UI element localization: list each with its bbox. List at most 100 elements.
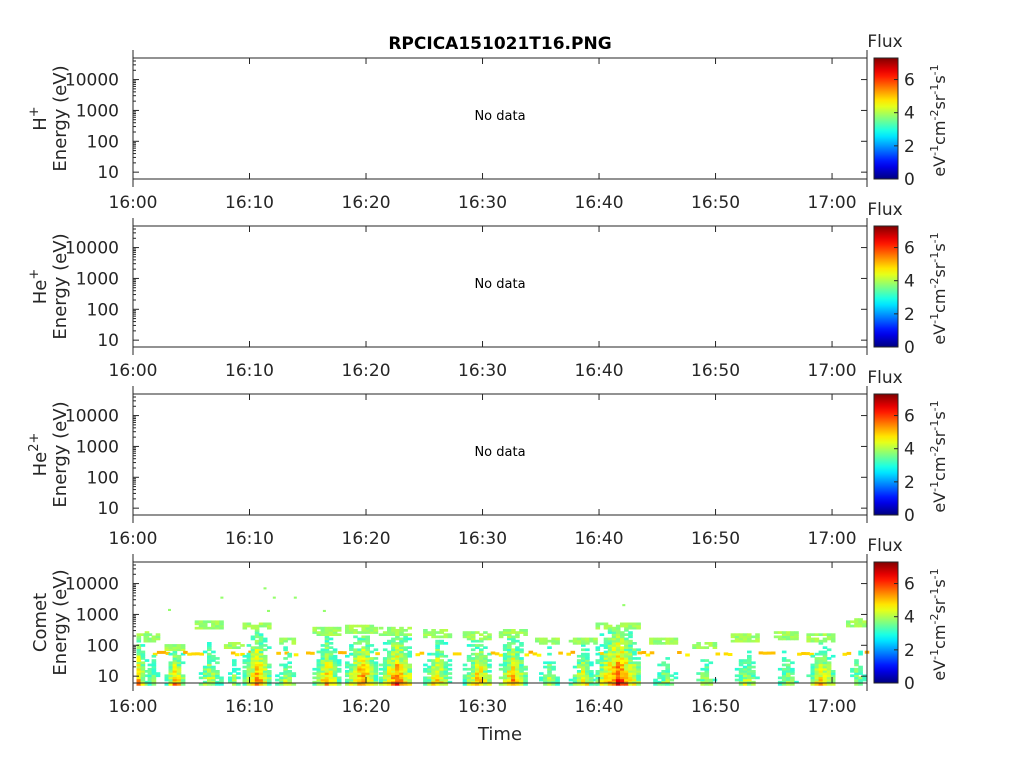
- heatmap-cell: [603, 639, 609, 643]
- heatmap-cell: [207, 667, 212, 671]
- heatmap-cell: [466, 644, 472, 647]
- heatmap-cell: [387, 631, 392, 634]
- heatmap-cell: [332, 667, 338, 671]
- heatmap-cell: [435, 674, 440, 678]
- heatmap-cell: [661, 674, 666, 678]
- heatmap-cell: [423, 680, 428, 684]
- heatmap-cell: [180, 644, 186, 647]
- heatmap-cell: [615, 648, 621, 652]
- heatmap-cell: [452, 652, 458, 656]
- heatmap-cell: [479, 683, 484, 686]
- heatmap-cell: [151, 665, 157, 669]
- x-tick-label: 17:00: [808, 529, 857, 549]
- colorbar-tick-label: 6: [904, 71, 915, 91]
- heatmap-cell: [387, 639, 392, 643]
- heatmap-cell: [151, 654, 157, 658]
- heatmap-cell: [826, 678, 832, 682]
- heatmap-cell: [738, 683, 744, 686]
- heatmap-cell: [632, 657, 637, 660]
- heatmap-cell: [607, 659, 613, 662]
- heatmap-cell: [854, 670, 859, 673]
- heatmap-cell: [151, 663, 157, 667]
- heatmap-cell: [515, 633, 520, 636]
- heatmap-cell: [353, 642, 358, 645]
- heatmap-cell: [373, 629, 379, 632]
- heatmap-cell: [322, 609, 326, 612]
- heatmap-cell: [615, 667, 621, 671]
- heatmap-cell: [628, 635, 633, 639]
- heatmap-cell: [283, 667, 288, 671]
- heatmap-cell: [466, 672, 472, 675]
- heatmap-cell: [324, 648, 330, 652]
- heatmap-cell: [443, 633, 449, 636]
- heatmap-cell: [353, 631, 358, 634]
- heatmap-cell: [172, 676, 178, 680]
- heatmap-cell: [140, 683, 146, 686]
- heatmap-cell: [324, 674, 330, 678]
- heatmap-cell: [287, 683, 292, 686]
- heatmap-cell: [669, 678, 675, 682]
- heatmap-cell: [624, 678, 629, 682]
- heatmap-cell: [822, 674, 828, 678]
- heatmap-cell: [502, 633, 508, 636]
- heatmap-cell: [589, 676, 594, 680]
- heatmap-cell: [236, 642, 241, 645]
- heatmap-cell: [620, 657, 625, 660]
- heatmap-cell: [801, 652, 806, 655]
- heatmap-cell: [628, 648, 633, 652]
- heatmap-cell: [439, 683, 444, 686]
- heatmap-cell: [810, 676, 816, 680]
- heatmap-cell: [747, 657, 752, 660]
- heatmap-cell: [136, 659, 142, 662]
- heatmap-cell: [790, 635, 795, 639]
- heatmap-cell: [328, 667, 334, 671]
- heatmap-cell: [515, 648, 520, 652]
- heatmap-cell: [502, 665, 508, 669]
- heatmap-cell: [858, 652, 863, 656]
- heatmap-cell: [738, 676, 744, 680]
- heatmap-cell: [547, 639, 552, 643]
- heatmap-cell: [180, 676, 186, 680]
- heatmap-cell: [140, 663, 146, 667]
- heatmap-cell: [483, 665, 488, 669]
- heatmap-cell: [207, 663, 212, 667]
- heatmap-cell: [378, 663, 384, 667]
- heatmap-cell: [316, 680, 322, 684]
- heatmap-cell: [246, 672, 252, 675]
- heatmap-cell: [232, 674, 237, 678]
- heatmap-cell: [375, 652, 380, 656]
- heatmap-cell: [136, 648, 142, 652]
- heatmap-cell: [661, 663, 666, 667]
- heatmap-cell: [258, 633, 264, 636]
- heatmap-cell: [435, 672, 440, 675]
- heatmap-cell: [781, 659, 787, 662]
- heatmap-cell: [320, 659, 326, 662]
- heatmap-cell: [165, 651, 171, 655]
- heatmap-cell: [407, 637, 412, 641]
- heatmap-cell: [704, 665, 710, 669]
- heatmap-cell: [369, 676, 375, 680]
- heatmap-cell: [462, 633, 468, 636]
- heatmap-cell: [826, 676, 832, 680]
- heatmap-cell: [312, 683, 317, 686]
- heatmap-cell: [328, 680, 334, 684]
- heatmap-cell: [607, 644, 613, 647]
- heatmap-cell: [624, 624, 629, 628]
- heatmap-cell: [382, 672, 388, 675]
- heatmap-cell: [246, 624, 252, 628]
- heatmap-cell: [628, 624, 633, 628]
- heatmap-cell: [747, 659, 752, 662]
- heatmap-cell: [850, 620, 855, 624]
- panel-1: 16:00 16:10 16:20 16:30 16:40 16:50 17:0010100…: [27, 32, 949, 213]
- heatmap-cell: [615, 663, 621, 667]
- heatmap-cell: [248, 650, 253, 654]
- heatmap-cell: [336, 667, 342, 671]
- heatmap-cell: [487, 680, 492, 684]
- heatmap-cell: [822, 680, 828, 684]
- heatmap-cell: [589, 678, 594, 682]
- heatmap-cell: [136, 667, 142, 671]
- heatmap-cell: [620, 631, 625, 634]
- heatmap-cell: [502, 676, 508, 680]
- heatmap-cell: [712, 646, 718, 649]
- heatmap-cell: [267, 663, 272, 667]
